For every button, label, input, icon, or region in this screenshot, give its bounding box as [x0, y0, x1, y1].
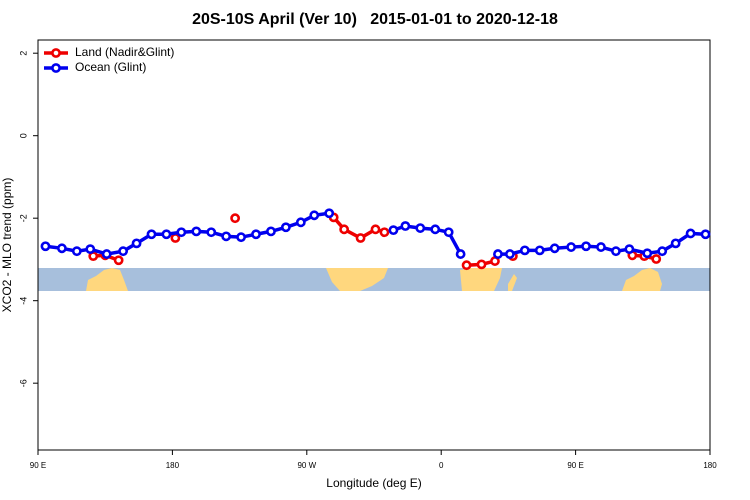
- data-point: [493, 249, 503, 259]
- data-point: [534, 245, 545, 256]
- data-point: [670, 238, 681, 249]
- data-point: [131, 238, 142, 249]
- data-point: [71, 246, 82, 257]
- data-point: [236, 232, 246, 243]
- data-point: [161, 229, 172, 240]
- data-point: [388, 225, 399, 236]
- data-point: [40, 241, 51, 252]
- data-point: [355, 233, 366, 243]
- data-point: [461, 260, 472, 271]
- data-point: [118, 246, 129, 257]
- data-point: [504, 249, 515, 259]
- data-point: [324, 208, 335, 219]
- data-point: [611, 246, 621, 257]
- data-point: [191, 226, 202, 237]
- data-point: [309, 210, 320, 221]
- data-point: [146, 229, 157, 240]
- data-point: [642, 248, 653, 259]
- data-point: [581, 241, 591, 252]
- data-point: [266, 226, 276, 237]
- y-tick-label: 2: [18, 51, 28, 56]
- data-point: [519, 245, 530, 256]
- data-point: [370, 224, 381, 235]
- plot-frame: [37, 39, 711, 451]
- data-point: [596, 242, 606, 252]
- chart-title: 20S-10S April (Ver 10) 2015-01-01 to 202…: [192, 11, 558, 28]
- data-point: [476, 259, 487, 270]
- y-tick-label: -2: [18, 214, 28, 222]
- y-tick-label: -4: [18, 297, 28, 305]
- x-tick-label: 90 E: [30, 461, 46, 470]
- data-point: [379, 227, 390, 238]
- data-point: [415, 223, 426, 233]
- data-point: [624, 244, 635, 255]
- y-axis-label: XCO2 - MLO trend (ppm): [0, 178, 14, 313]
- data-point: [685, 228, 696, 239]
- data-point: [430, 224, 441, 235]
- data-point: [455, 249, 466, 259]
- x-tick-label: 180: [703, 461, 717, 470]
- legend-swatch-point: [51, 48, 61, 58]
- data-point: [206, 227, 217, 238]
- data-point: [295, 217, 306, 228]
- legend-label: Ocean (Glint): [75, 60, 146, 74]
- data-point: [101, 249, 112, 259]
- x-axis-label: Longitude (deg E): [326, 476, 421, 490]
- data-point: [251, 229, 261, 240]
- legend-swatch-point: [51, 63, 61, 73]
- data-point: [700, 229, 711, 240]
- x-tick-label: 90 W: [297, 461, 316, 470]
- data-point: [400, 221, 411, 231]
- x-tick-label: 90 E: [567, 461, 583, 470]
- data-point: [113, 255, 124, 266]
- map-strip: [38, 268, 710, 291]
- data-point: [566, 242, 577, 252]
- y-tick-label: -6: [18, 379, 28, 387]
- data-point: [657, 246, 668, 257]
- data-point: [221, 231, 232, 242]
- data-point: [85, 244, 96, 255]
- data-point: [339, 224, 350, 235]
- data-point: [280, 222, 291, 233]
- data-point: [176, 227, 187, 238]
- y-tick-label: 0: [18, 133, 28, 138]
- x-tick-label: 0: [439, 461, 444, 470]
- x-tick-label: 180: [166, 461, 180, 470]
- data-point: [56, 243, 67, 254]
- data-point: [549, 243, 560, 254]
- data-point: [651, 254, 662, 264]
- data-point: [443, 227, 454, 238]
- legend-label: Land (Nadir&Glint): [75, 45, 174, 59]
- data-point: [230, 213, 241, 224]
